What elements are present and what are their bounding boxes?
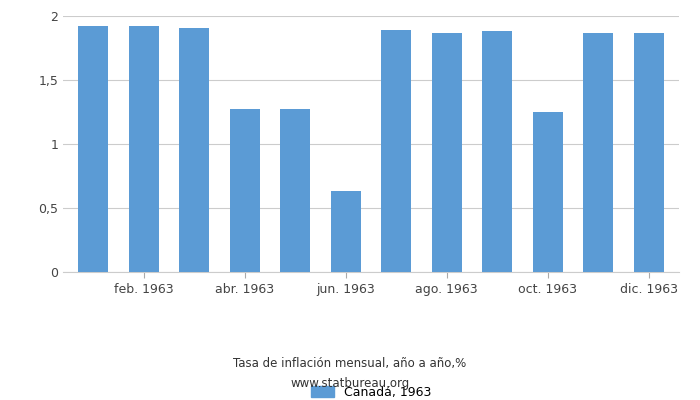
Text: Tasa de inflación mensual, año a año,%: Tasa de inflación mensual, año a año,% [233,358,467,370]
Bar [330,191,361,272]
Bar [129,26,159,272]
Bar [634,33,664,272]
Text: www.statbureau.org: www.statbureau.org [290,378,410,390]
Bar [533,112,563,272]
Bar [230,110,260,272]
Bar [583,33,613,272]
Bar [78,26,108,272]
Bar [179,28,209,272]
Bar [381,30,412,272]
Legend: Canadá, 1963: Canadá, 1963 [311,386,431,399]
Bar [432,33,462,272]
Bar [280,110,310,272]
Bar [482,31,512,272]
